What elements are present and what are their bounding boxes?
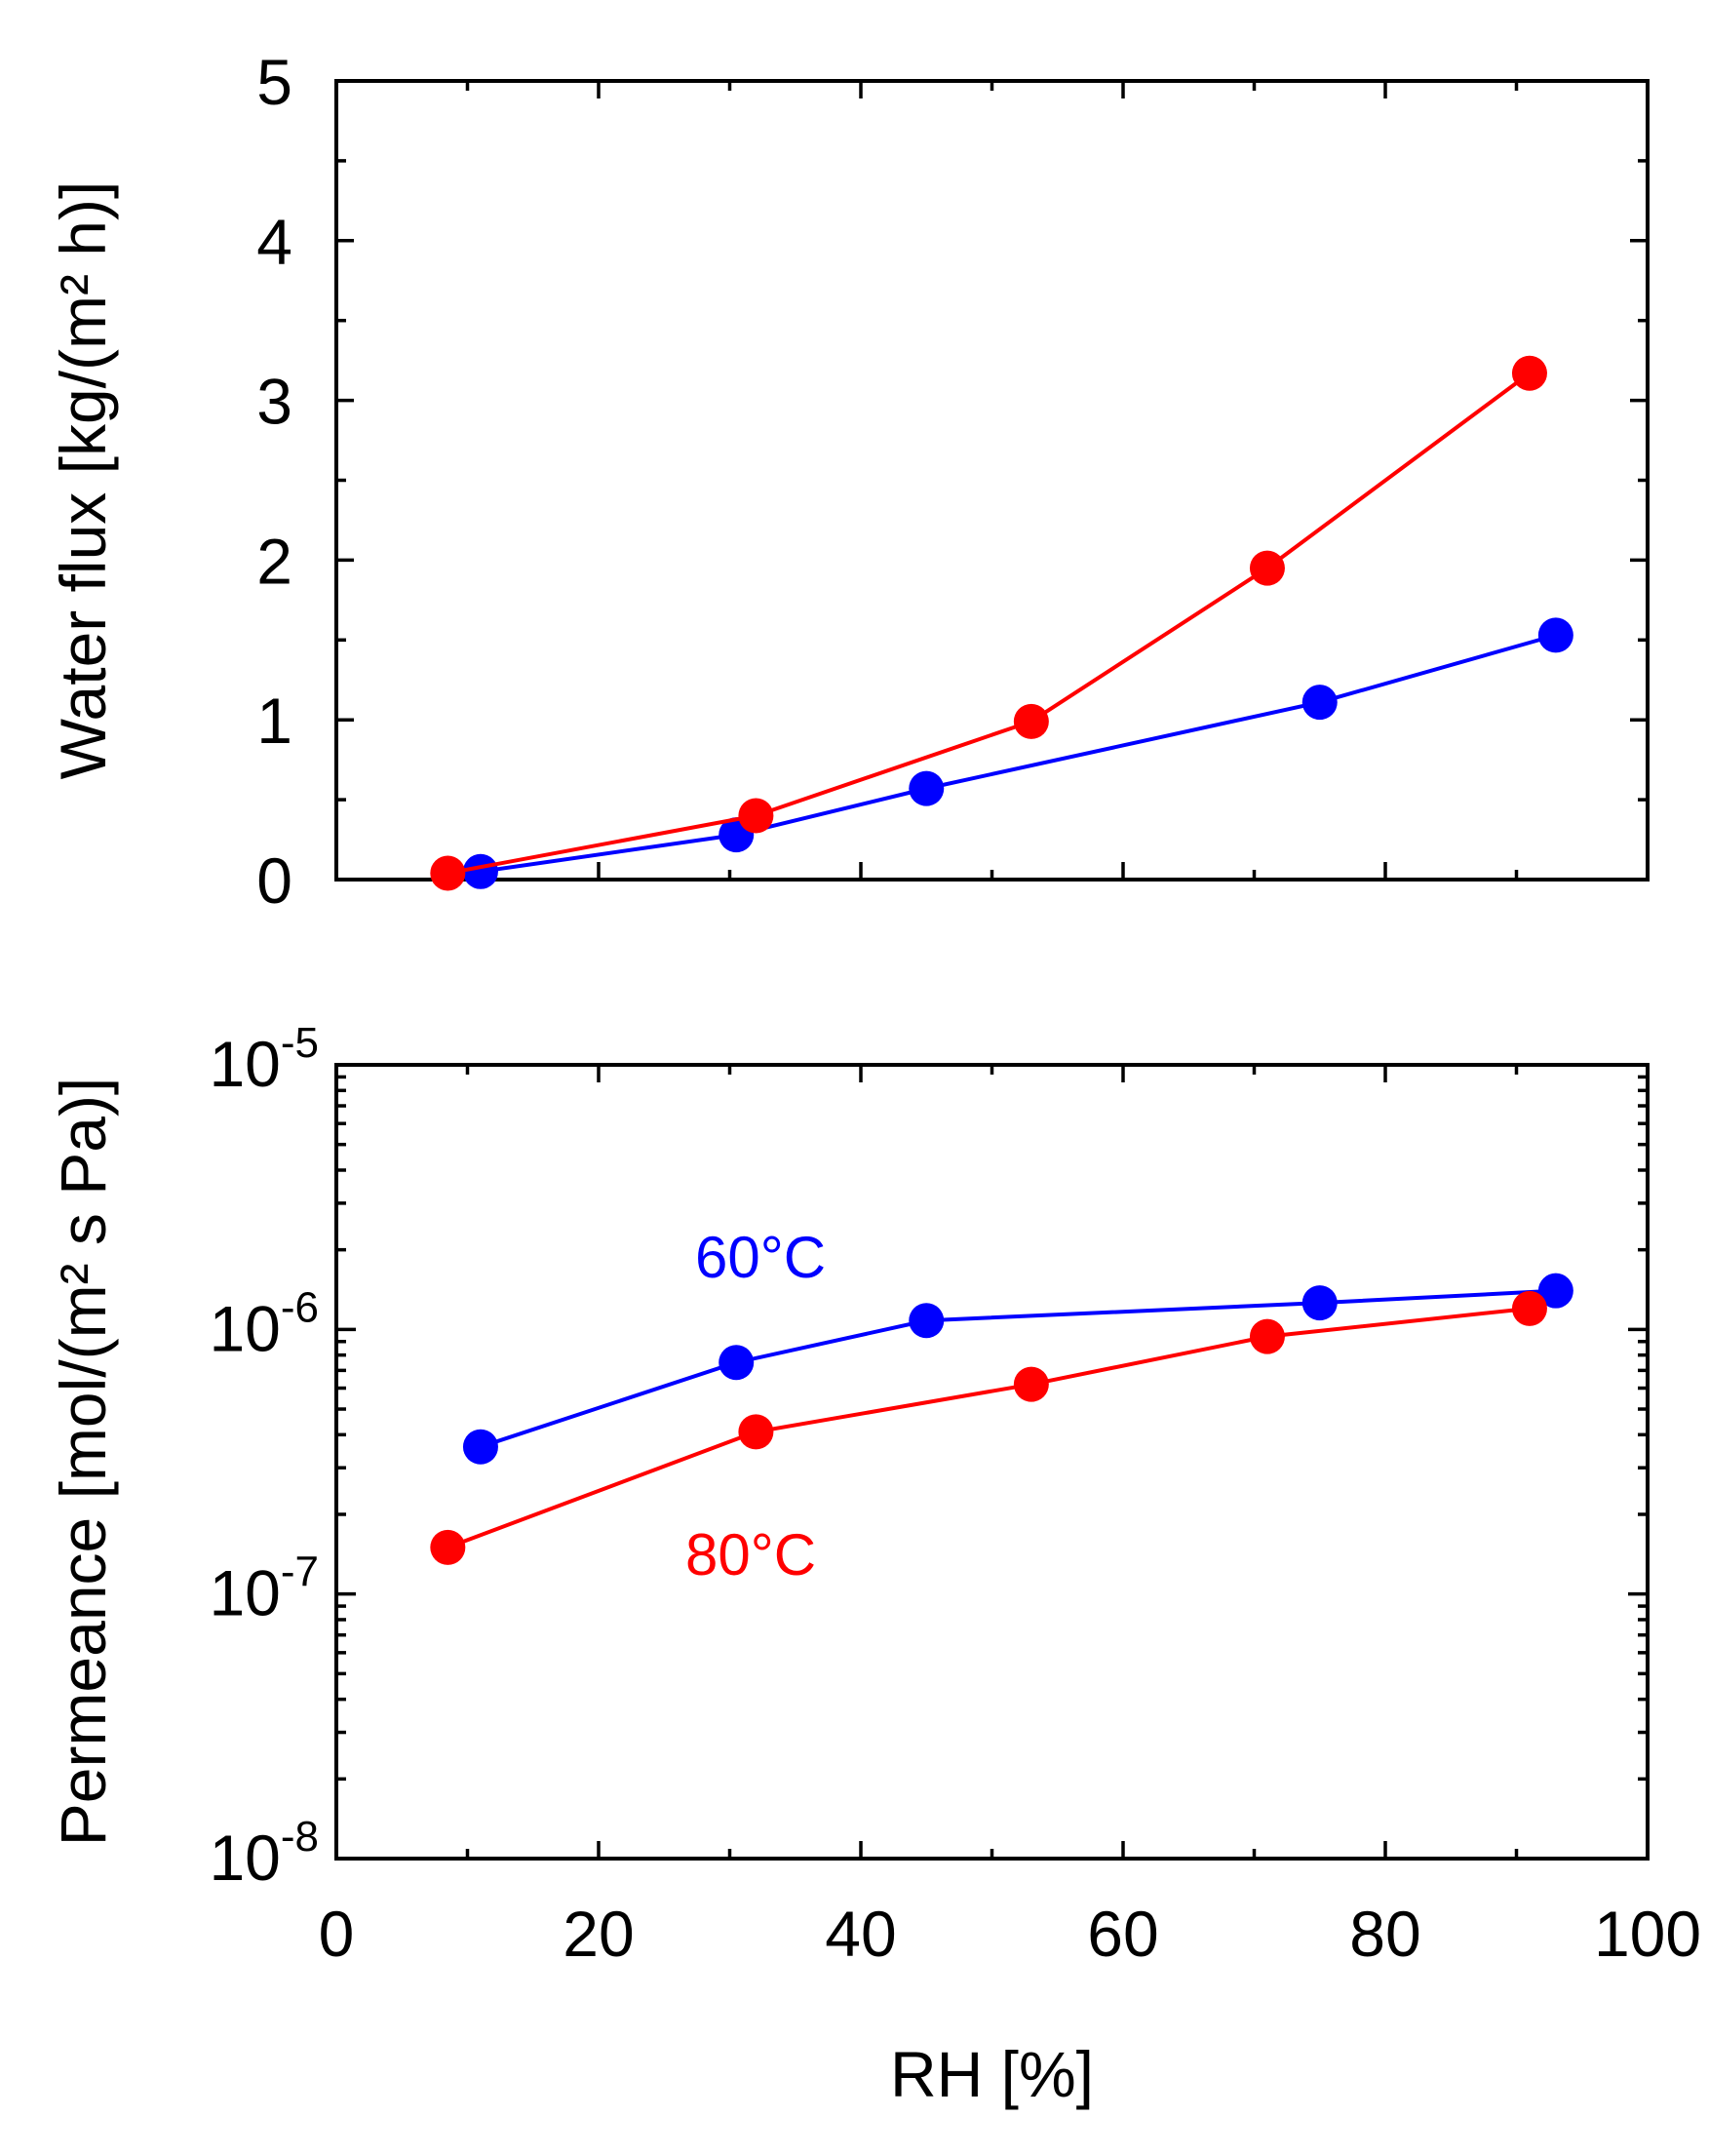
y-tick-label: 4 [256, 206, 292, 278]
y-tick-label-exponent: -6 [281, 1283, 319, 1331]
x-tick-label: 40 [825, 1898, 896, 1970]
x-tick-label: 60 [1087, 1898, 1158, 1970]
data-point [1301, 1285, 1338, 1321]
y-tick-label: 2 [256, 525, 292, 597]
y-tick-label-exponent: -7 [281, 1548, 319, 1596]
data-point [1301, 685, 1338, 721]
x-tick-label: 0 [319, 1898, 355, 1970]
y-tick-label-base: 10 [209, 1028, 280, 1100]
x-axis-title: RH [%] [890, 2038, 1094, 2110]
plot-frame [334, 79, 1650, 882]
data-point [909, 770, 945, 806]
series-line [480, 1288, 1556, 1449]
data-point [462, 853, 498, 889]
data-point [430, 855, 466, 891]
y-tick-label: 3 [256, 366, 292, 438]
y-tick-label: 10-7 [209, 1548, 319, 1629]
axis-ticks [336, 1063, 1648, 1861]
data-point [1013, 1366, 1049, 1402]
y-tick-label: 0 [256, 844, 292, 917]
y-tick-label-exponent: -8 [281, 1813, 319, 1861]
y-tick-label: 5 [256, 46, 292, 118]
data-point [1249, 550, 1285, 586]
annotation-80c: 80°C [685, 1522, 816, 1588]
data-point [1013, 703, 1049, 739]
series-annotations: 60°C 80°C [685, 1225, 826, 1588]
y-axis-title: Water flux [kg/(m² h)] [47, 181, 119, 780]
data-point [1537, 617, 1573, 653]
series-line [447, 372, 1532, 876]
series-line [447, 1306, 1531, 1549]
data-point [738, 798, 774, 834]
data-point [719, 1345, 755, 1381]
water-flux-panel: 0 1 2 3 4 5 Water flux [kg/(m² h)] [47, 46, 1650, 917]
y-tick-label-exponent: -5 [281, 1019, 319, 1067]
data-point [462, 1429, 498, 1465]
data-point [738, 1414, 774, 1450]
plot-frame [334, 1063, 1650, 1861]
x-tick-label: 100 [1594, 1898, 1701, 1970]
annotation-60c: 60°C [695, 1225, 826, 1290]
y-tick-labels: 10-810-710-610-5 [209, 1019, 319, 1894]
data-point [430, 1529, 466, 1565]
y-tick-label: 10-8 [209, 1813, 319, 1894]
y-tick-label-base: 10 [209, 1557, 280, 1629]
x-tick-labels: 0 20 40 60 80 100 [319, 1898, 1701, 1970]
data-point [1511, 1290, 1547, 1326]
y-tick-labels: 0 1 2 3 4 5 [256, 46, 292, 917]
series-60c [462, 1273, 1573, 1465]
axis-ticks [336, 81, 1648, 880]
y-tick-label-base: 10 [209, 1822, 280, 1894]
series-60c [462, 617, 1573, 889]
y-tick-label-base: 10 [209, 1292, 280, 1364]
data-point [909, 1303, 945, 1339]
data-point [1537, 1273, 1573, 1309]
data-point [1249, 1318, 1285, 1354]
y-axis-title: Permeance [mol/(m² s Pa)] [47, 1078, 119, 1847]
y-tick-label: 10-5 [209, 1019, 319, 1100]
series-80c [430, 1290, 1547, 1565]
y-tick-label: 10-6 [209, 1283, 319, 1364]
series-80c [430, 355, 1547, 891]
x-tick-label: 80 [1349, 1898, 1420, 1970]
data-point [1511, 355, 1547, 391]
x-tick-label: 20 [563, 1898, 634, 1970]
y-tick-label: 1 [256, 685, 292, 757]
